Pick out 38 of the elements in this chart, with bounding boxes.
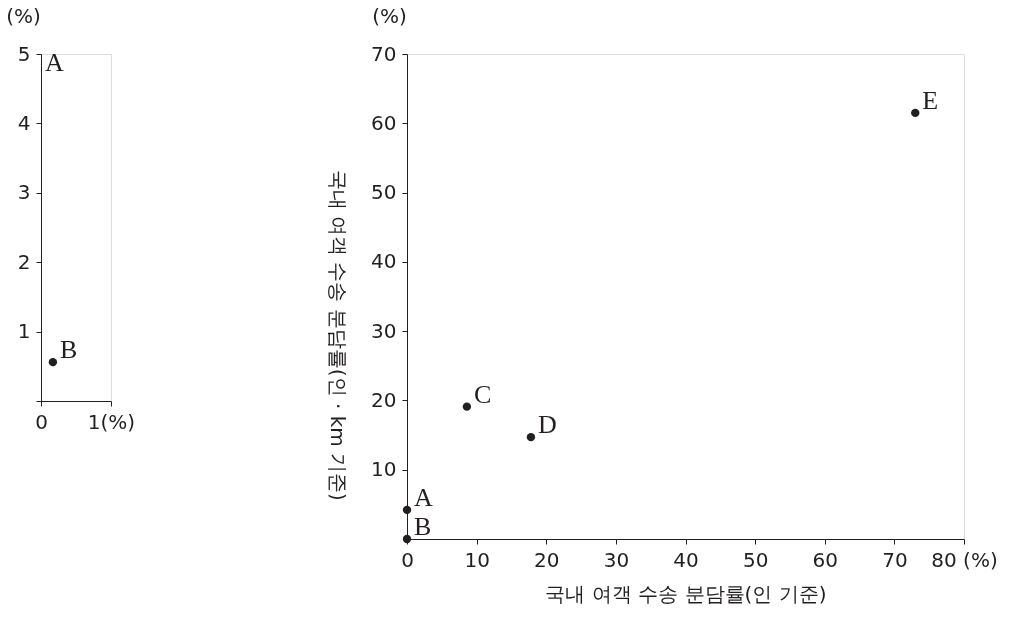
annotation: A xyxy=(414,482,433,512)
x-tick-label: 0 xyxy=(401,547,414,572)
x-tick-label: 1(%) xyxy=(87,409,136,434)
y-tick-label: 30 xyxy=(371,318,397,343)
y-tick-label: 3 xyxy=(17,180,31,205)
x-tick-label: 80 (%) xyxy=(931,547,998,572)
text: 국내 여객 수송 분담률(인 · km 기준) xyxy=(326,169,350,501)
x-tick-label: 30 xyxy=(603,547,630,572)
point xyxy=(526,432,536,442)
x-tick-label: 70 xyxy=(882,547,908,572)
y-tick-label: 2 xyxy=(17,249,31,274)
y-tick-label: 1 xyxy=(17,319,31,344)
y-axis-title: (%) xyxy=(6,3,41,28)
y-tick-label: 40 xyxy=(371,249,397,274)
x-tick-label: 20 xyxy=(534,547,560,572)
annotation: B xyxy=(59,335,78,365)
y-tick-label: 50 xyxy=(371,180,397,205)
x-tick-label: 10 xyxy=(464,547,490,572)
annotation: C xyxy=(473,379,492,409)
point xyxy=(462,402,472,411)
x-tick-label: 40 xyxy=(673,547,699,572)
y-tick-label: 4 xyxy=(17,110,31,135)
x-tick-label: 50 xyxy=(742,547,769,572)
y-tick-label: 10 xyxy=(371,457,397,482)
y-tick-label: 5 xyxy=(17,41,31,66)
point xyxy=(402,505,412,515)
y-tick-label: 20 xyxy=(371,387,397,412)
x-tick-label: 0 xyxy=(35,409,48,434)
x-tick-label: 60 xyxy=(812,547,838,572)
annotation: D xyxy=(537,410,557,440)
annotation: A xyxy=(45,48,64,77)
point xyxy=(911,108,920,118)
y-axis-title: (%) xyxy=(372,3,407,28)
x-axis-title: 국내 여객 수송 분담률(인 기준) xyxy=(545,581,827,606)
annotation: E xyxy=(922,85,939,115)
y-tick-label: 60 xyxy=(371,110,397,135)
y-tick-label: 70 xyxy=(371,41,397,66)
annotation: B xyxy=(414,512,432,541)
